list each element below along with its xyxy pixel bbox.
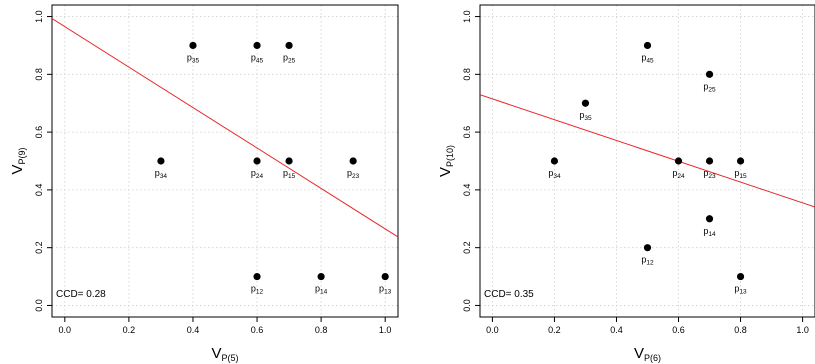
ccd-annotation: CCD= 0.35 [484, 289, 534, 300]
point-label: p13 [379, 284, 392, 296]
y-tick-label: 0.6 [462, 126, 472, 139]
data-point [705, 157, 714, 165]
point-label: p14 [315, 284, 328, 296]
plot-frame [51, 4, 399, 318]
data-point [189, 41, 197, 50]
x-tick-label: 0.0 [59, 325, 72, 335]
data-point [253, 272, 261, 281]
x-tick-label: 1.0 [379, 325, 392, 335]
scatter-panel-1: 0.0 0.2 0.4 0.6 0.8 1.0 0.0 0.2 0.4 0.6 0.8 1.0 VP(5… [9, 4, 399, 363]
x-tick-label: 0.4 [187, 325, 200, 335]
y-tick-label: 1.0 [462, 10, 472, 23]
point-label: p23 [347, 168, 360, 180]
data-point [736, 157, 745, 165]
data-point [674, 157, 683, 165]
y-axis-label: VP(9) [9, 147, 27, 174]
point-label: p23 [703, 168, 716, 180]
y-tick-label: 0.2 [462, 241, 472, 254]
data-point [317, 272, 325, 281]
data-point [157, 157, 165, 165]
point-label: p13 [734, 284, 747, 296]
point-label: p24 [672, 168, 685, 180]
point-label: p12 [641, 255, 654, 267]
point-label: p15 [283, 168, 296, 180]
point-label: p35 [187, 52, 200, 64]
regression-line [480, 94, 815, 208]
data-point [643, 41, 652, 50]
point-label: p35 [579, 110, 592, 122]
point-label: p12 [251, 284, 264, 296]
x-tick-label: 0.2 [548, 325, 561, 335]
y-tick-label: 0.8 [34, 68, 44, 81]
x-axis-label: VP(5) [211, 345, 238, 363]
data-point [643, 244, 652, 252]
y-axis-label: VP(10) [437, 145, 455, 177]
plot-frame [479, 4, 815, 318]
x-tick-label: 0.8 [315, 325, 328, 335]
point-label: p24 [251, 168, 264, 180]
y-tick-label: 0.0 [34, 299, 44, 312]
y-tick-label: 0.2 [34, 241, 44, 254]
regression-line [52, 18, 398, 238]
scatter-panel-2: 0.0 0.2 0.4 0.6 0.8 1.0 0.0 0.2 0.4 0.6 0.8 1.0 VP(6… [437, 4, 815, 363]
x-tick-label: 0.4 [610, 325, 623, 335]
y-tick-label: 0.6 [34, 126, 44, 139]
point-label: p14 [703, 226, 716, 238]
data-point [349, 157, 357, 165]
x-tick-label: 0.8 [734, 325, 747, 335]
point-label: p15 [734, 168, 747, 180]
y-tick-label: 0.0 [462, 299, 472, 312]
y-tick-label: 1.0 [34, 10, 44, 23]
x-tick-label: 1.0 [796, 325, 809, 335]
data-point [705, 70, 714, 78]
point-label: p25 [703, 81, 716, 93]
data-point [381, 272, 389, 281]
x-tick-label: 0.2 [123, 325, 136, 335]
x-axis-label: VP(6) [634, 345, 661, 363]
data-point [285, 41, 293, 50]
x-tick-label: 0.6 [251, 325, 264, 335]
point-label: p34 [548, 168, 561, 180]
x-tick-label: 0.0 [486, 325, 499, 335]
y-tick-label: 0.8 [462, 68, 472, 81]
data-point [581, 99, 590, 107]
y-tick-label: 0.4 [34, 184, 44, 197]
point-label: p34 [155, 168, 168, 180]
data-point [285, 157, 293, 165]
ccd-annotation: CCD= 0.28 [56, 289, 106, 300]
data-point [550, 157, 559, 165]
x-tick-label: 0.6 [672, 325, 685, 335]
data-point [705, 215, 714, 223]
point-label: p45 [641, 52, 654, 64]
data-point [736, 272, 745, 281]
data-point [253, 41, 261, 50]
y-tick-label: 0.4 [462, 184, 472, 197]
point-label: p45 [251, 52, 264, 64]
data-point [253, 157, 261, 165]
point-label: p25 [283, 52, 296, 64]
